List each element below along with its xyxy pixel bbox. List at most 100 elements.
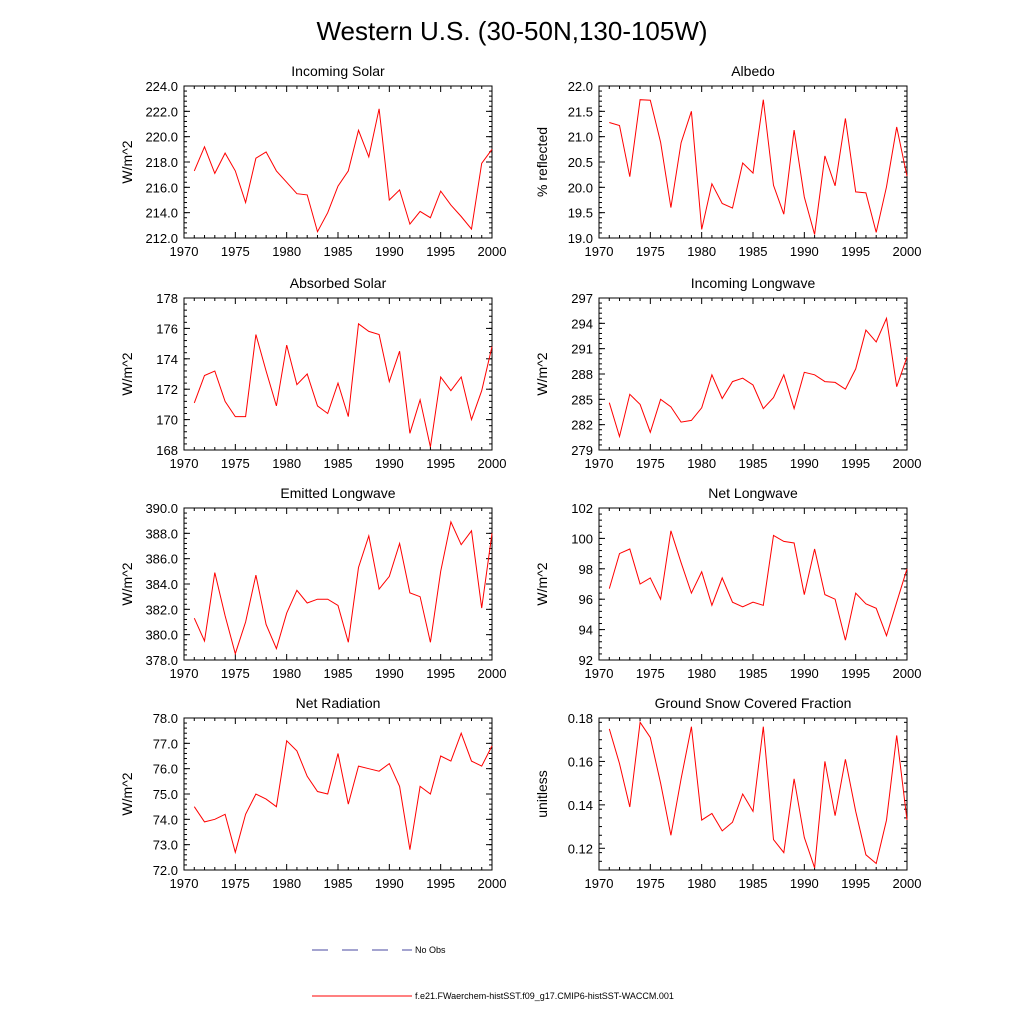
y-tick-label-ground-snow-covered-fraction: 0.12 [568, 841, 593, 856]
panel-title-incoming-solar: Incoming Solar [291, 63, 385, 79]
y-tick-label-net-radiation: 75.0 [153, 787, 178, 802]
x-tick-label-incoming-solar: 1985 [324, 244, 353, 259]
y-tick-label-incoming-longwave: 279 [571, 443, 593, 458]
y-tick-label-incoming-solar: 216.0 [145, 180, 178, 195]
y-tick-label-absorbed-solar: 174 [156, 352, 178, 367]
x-tick-label-absorbed-solar: 1990 [375, 456, 404, 471]
series-line-emitted-longwave [193, 520, 493, 656]
y-tick-label-incoming-solar: 214.0 [145, 206, 178, 221]
panel-net-longwave: Net Longwave W/m^2 1970 1975 1980 1985 1990 199… [534, 485, 921, 681]
panel-ground-snow-covered-fraction: Ground Snow Covered Fraction unitless 1970… [534, 695, 921, 891]
x-tick-label-incoming-longwave: 1990 [790, 456, 819, 471]
y-tick-label-incoming-solar: 224.0 [145, 79, 178, 94]
x-tick-label-net-radiation: 1970 [170, 876, 199, 891]
x-tick-label-emitted-longwave: 1970 [170, 666, 199, 681]
x-tick-label-albedo: 1970 [585, 244, 614, 259]
legend-label-model-run: f.e21.FWaerchem-histSST.f09_g17.CMIP6-hi… [415, 991, 674, 1001]
y-tick-label-incoming-longwave: 285 [571, 392, 593, 407]
panel-title-albedo: Albedo [731, 63, 775, 79]
plot-frame-ground-snow-covered-fraction [598, 717, 908, 871]
panel-title-absorbed-solar: Absorbed Solar [290, 275, 387, 291]
x-tick-label-ground-snow-covered-fraction: 1970 [585, 876, 614, 891]
x-tick-label-incoming-longwave: 1995 [841, 456, 870, 471]
y-tick-label-net-radiation: 73.0 [153, 838, 178, 853]
y-tick-label-incoming-solar: 218.0 [145, 155, 178, 170]
x-tick-label-albedo: 1980 [687, 244, 716, 259]
y-tick-label-albedo: 19.0 [568, 231, 593, 246]
y-tick-label-absorbed-solar: 172 [156, 382, 178, 397]
y-axis-label-absorbed-solar: W/m^2 [119, 352, 135, 395]
y-tick-label-net-longwave: 102 [571, 501, 593, 516]
x-tick-label-net-radiation: 1995 [426, 876, 455, 891]
x-tick-label-net-longwave: 1980 [687, 666, 716, 681]
y-tick-label-absorbed-solar: 178 [156, 291, 178, 306]
x-tick-label-ground-snow-covered-fraction: 1990 [790, 876, 819, 891]
plot-frame-net-radiation [183, 717, 493, 871]
series-line-net-longwave [608, 530, 908, 641]
y-tick-label-net-longwave: 92 [579, 653, 593, 668]
x-tick-label-absorbed-solar: 1970 [170, 456, 199, 471]
y-tick-label-incoming-solar: 220.0 [145, 130, 178, 145]
panel-title-emitted-longwave: Emitted Longwave [280, 485, 395, 501]
y-tick-label-albedo: 21.0 [568, 130, 593, 145]
x-tick-label-emitted-longwave: 1975 [221, 666, 250, 681]
x-tick-label-incoming-longwave: 1985 [739, 456, 768, 471]
x-tick-label-net-radiation: 2000 [478, 876, 507, 891]
y-tick-label-albedo: 21.5 [568, 104, 593, 119]
plot-frame-emitted-longwave [183, 507, 493, 661]
y-tick-label-emitted-longwave: 390.0 [145, 501, 178, 516]
y-tick-label-net-radiation: 78.0 [153, 711, 178, 726]
y-tick-label-incoming-longwave: 297 [571, 291, 593, 306]
y-tick-label-net-longwave: 96 [579, 592, 593, 607]
series-line-incoming-longwave [608, 316, 908, 439]
x-tick-label-ground-snow-covered-fraction: 1980 [687, 876, 716, 891]
x-tick-label-net-radiation: 1980 [272, 876, 301, 891]
x-tick-label-net-longwave: 1995 [841, 666, 870, 681]
y-tick-label-absorbed-solar: 168 [156, 443, 178, 458]
x-tick-label-emitted-longwave: 1980 [272, 666, 301, 681]
panel-title-ground-snow-covered-fraction: Ground Snow Covered Fraction [655, 695, 852, 711]
x-tick-label-incoming-solar: 1995 [426, 244, 455, 259]
plot-frame-albedo [598, 85, 908, 239]
x-tick-label-net-longwave: 1985 [739, 666, 768, 681]
y-tick-label-emitted-longwave: 382.0 [145, 602, 178, 617]
y-axis-label-emitted-longwave: W/m^2 [119, 562, 135, 605]
x-tick-label-absorbed-solar: 1980 [272, 456, 301, 471]
y-tick-label-ground-snow-covered-fraction: 0.18 [568, 711, 593, 726]
y-tick-label-emitted-longwave: 386.0 [145, 552, 178, 567]
x-tick-label-incoming-solar: 1990 [375, 244, 404, 259]
x-tick-label-incoming-solar: 2000 [478, 244, 507, 259]
x-tick-label-net-radiation: 1975 [221, 876, 250, 891]
y-tick-label-net-longwave: 98 [579, 562, 593, 577]
y-tick-label-ground-snow-covered-fraction: 0.14 [568, 798, 593, 813]
y-tick-label-emitted-longwave: 380.0 [145, 628, 178, 643]
x-tick-label-incoming-longwave: 2000 [893, 456, 922, 471]
x-tick-label-albedo: 2000 [893, 244, 922, 259]
legend-label-no-obs: No Obs [415, 945, 446, 955]
x-tick-label-absorbed-solar: 1995 [426, 456, 455, 471]
y-tick-label-net-longwave: 94 [579, 623, 593, 638]
x-tick-label-incoming-solar: 1980 [272, 244, 301, 259]
x-tick-label-net-longwave: 2000 [893, 666, 922, 681]
plot-frame-incoming-longwave [598, 297, 908, 451]
x-tick-label-incoming-longwave: 1980 [687, 456, 716, 471]
y-tick-label-net-radiation: 77.0 [153, 736, 178, 751]
x-tick-label-net-radiation: 1985 [324, 876, 353, 891]
panel-title-net-longwave: Net Longwave [708, 485, 798, 501]
plot-frame-net-longwave [598, 507, 908, 661]
y-tick-label-albedo: 20.0 [568, 180, 593, 195]
y-axis-label-net-longwave: W/m^2 [534, 562, 550, 605]
y-axis-label-net-radiation: W/m^2 [119, 772, 135, 815]
x-tick-label-emitted-longwave: 1985 [324, 666, 353, 681]
y-tick-label-emitted-longwave: 388.0 [145, 526, 178, 541]
x-tick-label-ground-snow-covered-fraction: 1995 [841, 876, 870, 891]
x-tick-label-net-longwave: 1975 [636, 666, 665, 681]
y-tick-label-absorbed-solar: 176 [156, 321, 178, 336]
x-tick-label-emitted-longwave: 1995 [426, 666, 455, 681]
x-tick-label-incoming-longwave: 1975 [636, 456, 665, 471]
plot-frame-absorbed-solar [183, 297, 493, 451]
y-tick-label-albedo: 19.5 [568, 206, 593, 221]
x-tick-label-net-longwave: 1970 [585, 666, 614, 681]
x-tick-label-incoming-solar: 1975 [221, 244, 250, 259]
